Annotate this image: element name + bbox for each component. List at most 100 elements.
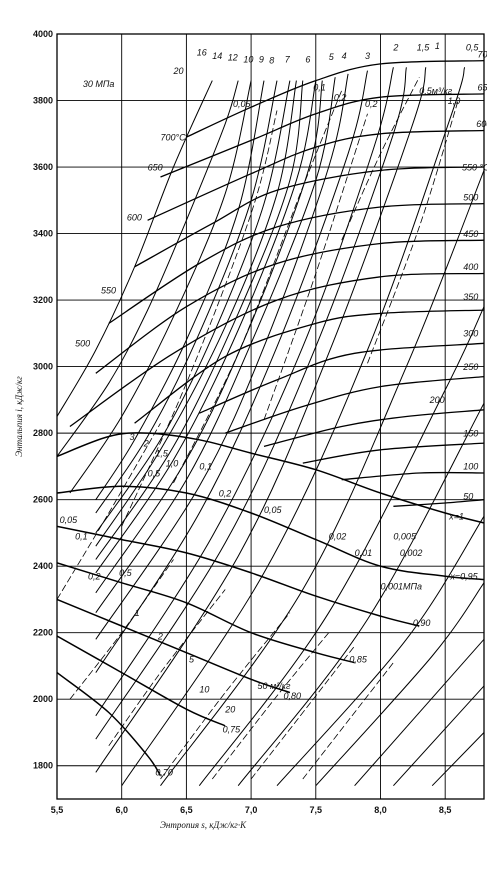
y-tick-label: 1800 <box>33 761 53 771</box>
y-axis-ticks: 1800 2000 2200 2400 2600 2800 3000 3200 3400 3600… <box>33 29 53 771</box>
isochore-line-11 <box>302 662 394 780</box>
isotherm-label: 550 <box>101 285 116 295</box>
isochore-label: 2 <box>157 631 163 641</box>
isochore-line-6 <box>69 559 174 700</box>
isochore-label: 1,0 <box>166 458 179 468</box>
isochore-label: 10 <box>199 685 209 695</box>
isochore-label: 20 <box>224 705 235 715</box>
isotherm-label: 250 <box>462 362 478 372</box>
isotherm-label: 650 <box>478 83 487 93</box>
y-axis-label: Энтальпия i, кДж/кг <box>14 376 24 457</box>
isotherm-label: 600 <box>476 119 487 129</box>
dryness-line-0 <box>57 432 484 524</box>
isotherm-label: 300 <box>463 329 478 339</box>
isochore-label: 3 <box>129 432 134 442</box>
isochore-label: 0,1 <box>75 532 88 542</box>
isobar-label: 0,5 <box>466 43 480 53</box>
x-tick-label: 6,5 <box>180 805 193 815</box>
isochore-label: 0,5 <box>119 568 133 578</box>
isotherm-label: 150 <box>463 428 478 438</box>
isochore-label: 0,2 <box>219 488 232 498</box>
isobar-label: 20 <box>172 66 183 76</box>
isobar-label: 3 <box>365 51 370 61</box>
x-tick-label: 7,5 <box>310 805 323 815</box>
isobar-line-16 <box>121 67 466 786</box>
isobar-line-21 <box>315 582 484 787</box>
isobar-line-11 <box>95 73 349 640</box>
isochore-line-0 <box>341 77 420 241</box>
dryness-line-4 <box>57 598 291 694</box>
isochore-label: 0,5 <box>148 468 162 478</box>
isobar-line-15 <box>95 67 427 773</box>
isobar-line-8 <box>95 80 317 574</box>
isobar-label: 0,01 <box>355 548 373 558</box>
isobar-label: 10 <box>243 54 253 64</box>
isotherm-label: 500 <box>463 192 478 202</box>
isobar-lines <box>57 67 484 787</box>
y-tick-label: 3000 <box>33 362 53 372</box>
isotherm-line-12 <box>341 471 484 481</box>
dryness-label: x=1 <box>448 512 464 522</box>
isobar-label: 30 МПа <box>83 79 115 89</box>
isobar-line-9 <box>95 80 323 594</box>
isotherm-line-10 <box>263 409 484 448</box>
isochore-label: 50 м³/кг <box>258 681 291 691</box>
dryness-label: 0,85 <box>349 655 368 665</box>
isobar-line-18 <box>198 306 484 787</box>
isobar-line-19 <box>237 402 484 787</box>
x-tick-label: 8,5 <box>439 805 452 815</box>
dryness-lines <box>57 432 484 777</box>
isobar-line-23 <box>393 685 484 787</box>
isobar-line-4 <box>95 80 278 514</box>
isotherm-lines <box>69 59 484 507</box>
isochore-label: 0,2 <box>88 571 101 581</box>
isobar-line-22 <box>354 638 484 787</box>
isochore-label: 2 <box>143 438 149 448</box>
y-tick-label: 3400 <box>33 229 53 239</box>
x-axis-ticks: 5,5 6,0 6,5 7,0 7,5 8,0 8,5 <box>51 805 452 815</box>
plot-frame <box>56 33 485 800</box>
isotherm-line-13 <box>393 499 484 507</box>
isobar-line-10 <box>95 77 336 613</box>
isotherm-label: 550 °C <box>462 162 487 172</box>
isobar-label: 0,001МПа <box>380 581 422 591</box>
y-tick-label: 2000 <box>33 694 53 704</box>
isochore-line-8 <box>160 612 291 780</box>
isobar-line-17 <box>160 170 484 786</box>
isobar-line-12 <box>95 70 368 673</box>
isochore-line-7 <box>108 589 226 747</box>
x-axis-label: Энтропия s, кДж/кг·К <box>160 820 247 830</box>
isotherm-line-5 <box>95 239 484 374</box>
x-tick-label: 6,0 <box>115 805 128 815</box>
isobar-label: 0,005 <box>393 532 417 542</box>
isobar-label: 1 <box>435 41 440 51</box>
isochore-label: 0,1 <box>313 83 326 93</box>
y-tick-label: 2200 <box>33 628 53 638</box>
isotherm-line-6 <box>69 272 484 428</box>
isobar-label: 7 <box>285 54 291 64</box>
isobar-label: 2 <box>392 43 398 53</box>
dryness-line-6 <box>57 672 162 777</box>
isotherm-line-0 <box>186 59 484 138</box>
isobar-label: 0,02 <box>329 532 347 542</box>
isobar-label: 1,5 <box>417 43 431 53</box>
isochore-label: 5 <box>189 655 195 665</box>
isobar-line-2 <box>69 80 252 494</box>
isobar-line-20 <box>276 516 484 787</box>
dryness-line-5 <box>57 635 226 727</box>
x-tick-label: 5,5 <box>51 805 64 815</box>
dryness-label: 0,70 <box>155 768 173 778</box>
isobar-line-7 <box>95 80 304 560</box>
isobar-line-5 <box>95 80 291 534</box>
isobar-line-3 <box>95 80 265 500</box>
isotherm-line-11 <box>302 442 484 464</box>
isobar-line-14 <box>95 67 407 740</box>
isobar-label: 0,1 <box>199 462 212 472</box>
dryness-line-2 <box>57 525 420 627</box>
isobar-line-13 <box>95 67 394 717</box>
y-tick-label: 2600 <box>33 495 53 505</box>
isochore-label: 1,5 <box>155 448 169 458</box>
isotherm-label: 600 <box>127 212 142 222</box>
y-tick-label: 3600 <box>33 162 53 172</box>
